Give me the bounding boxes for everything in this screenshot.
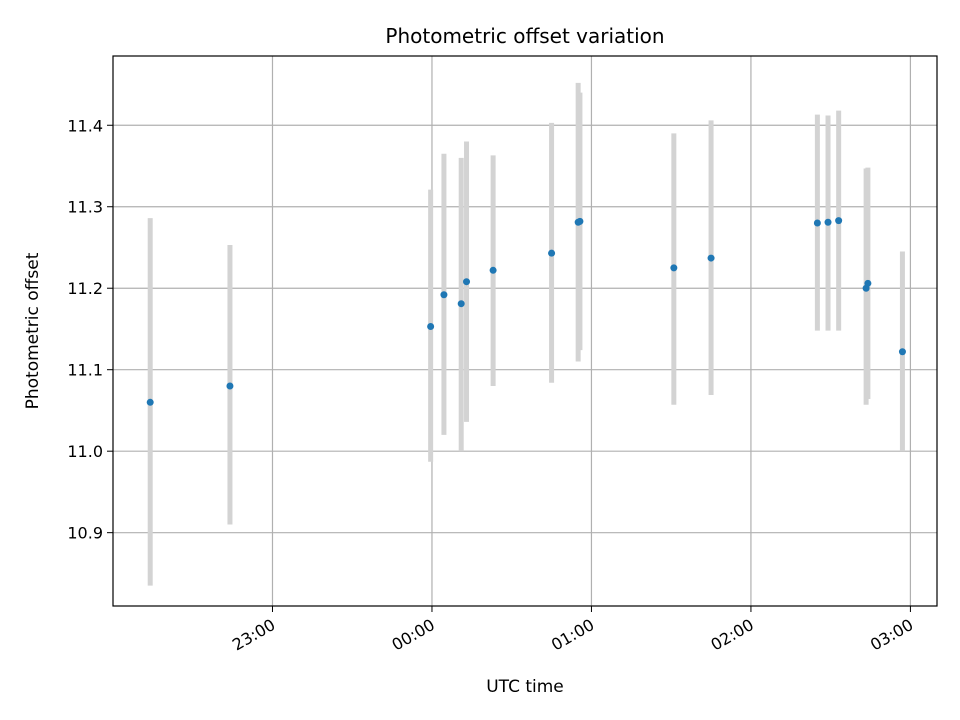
point-layer	[146, 217, 906, 406]
data-point	[824, 218, 832, 226]
data-point	[440, 291, 448, 299]
y-tick-label: 10.9	[67, 524, 103, 543]
y-tick-label: 11.4	[67, 116, 103, 135]
data-point	[835, 217, 843, 225]
data-point	[864, 279, 872, 287]
y-axis-title: Photometric offset	[23, 252, 43, 409]
plot-frame	[112, 55, 938, 607]
grid-layer	[113, 56, 937, 606]
data-point	[226, 382, 234, 390]
data-point	[463, 278, 471, 286]
chart-title: Photometric offset variation	[385, 24, 664, 48]
y-tick-label: 11.3	[67, 198, 103, 217]
data-point	[707, 254, 715, 262]
data-point	[548, 249, 556, 257]
data-point	[813, 219, 821, 227]
y-tick-label: 11.0	[67, 442, 103, 461]
y-tick-label: 11.1	[67, 361, 103, 380]
y-tick-label: 11.2	[67, 279, 103, 298]
data-point	[489, 266, 497, 274]
data-point	[457, 300, 465, 308]
data-point	[670, 264, 678, 272]
data-point	[576, 217, 584, 225]
data-point	[898, 348, 906, 356]
x-axis-title: UTC time	[486, 677, 564, 697]
data-point	[146, 398, 154, 406]
data-point	[427, 323, 435, 331]
